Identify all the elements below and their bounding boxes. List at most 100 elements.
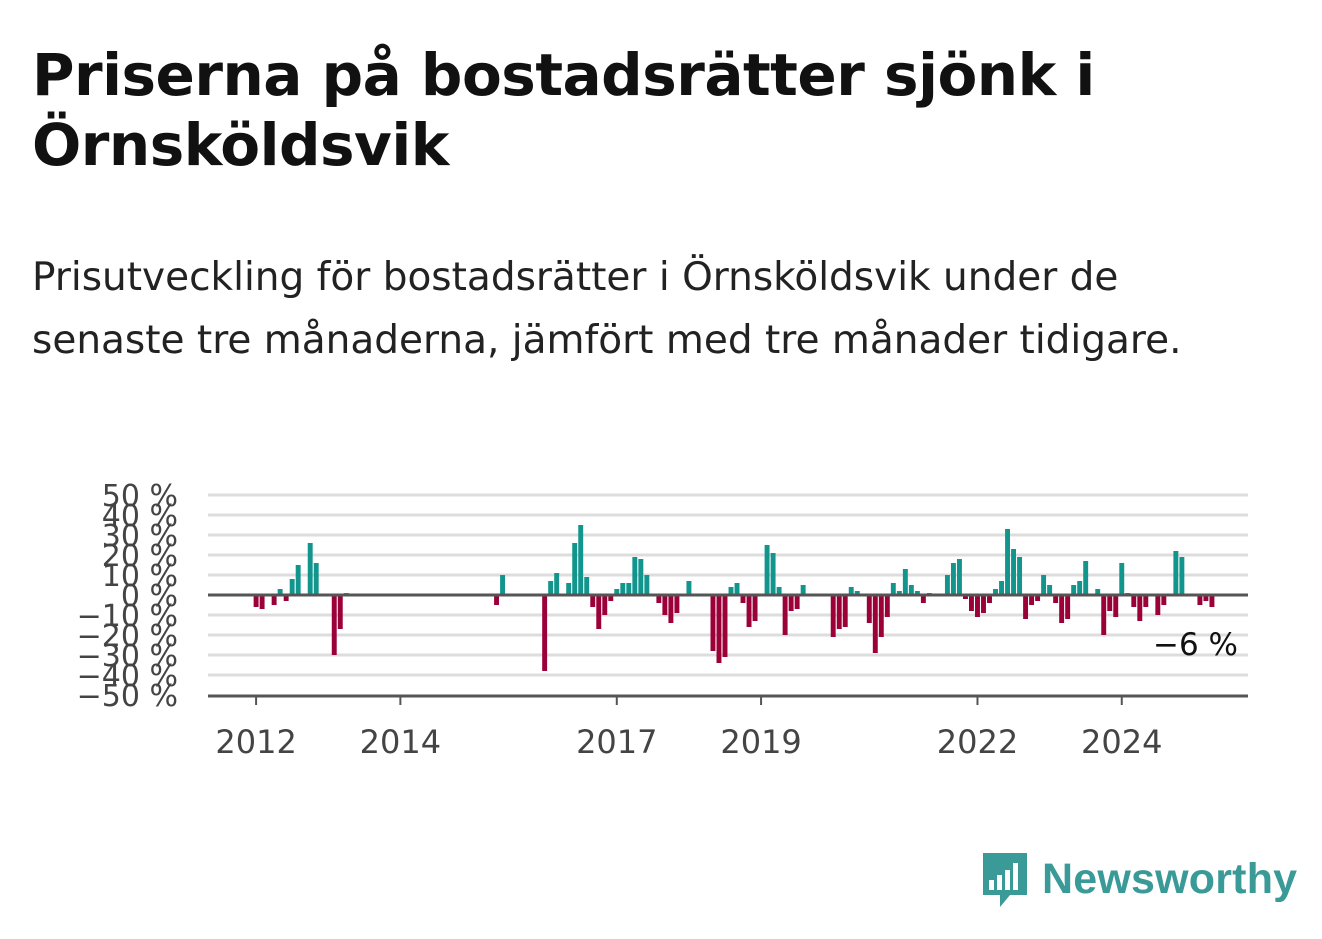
bar <box>788 595 794 611</box>
bar <box>1059 595 1065 623</box>
bar <box>896 591 902 595</box>
x-tick-label: 2014 <box>360 723 441 761</box>
brand-name: Newsworthy <box>1042 854 1298 903</box>
bar <box>776 587 782 595</box>
bar <box>494 595 500 605</box>
bar <box>962 595 968 599</box>
bar <box>1035 595 1041 601</box>
y-tick-label: −30 % <box>77 639 178 674</box>
bar <box>890 583 896 595</box>
bar <box>289 579 295 595</box>
bar <box>1143 595 1149 607</box>
bar <box>740 595 746 603</box>
y-axis: −50 %−40 %−30 %−20 %−10 %0 %10 %20 %30 %… <box>77 479 178 714</box>
bar <box>981 595 986 613</box>
bar <box>1179 557 1185 595</box>
x-tick-label: 2019 <box>720 723 801 761</box>
bar <box>253 595 259 607</box>
bars <box>208 525 1248 671</box>
bar <box>632 557 638 595</box>
bar <box>686 581 692 595</box>
bar <box>734 583 740 595</box>
bar <box>800 585 806 595</box>
bar <box>752 595 758 621</box>
bar <box>1005 529 1010 595</box>
bar <box>337 595 343 629</box>
bar <box>674 595 680 613</box>
bar <box>1023 595 1029 619</box>
bar <box>668 595 674 623</box>
bar <box>794 595 800 609</box>
bar <box>848 587 854 595</box>
bar <box>1101 595 1107 635</box>
bar <box>1131 595 1137 607</box>
y-tick-label: 50 % <box>102 479 178 514</box>
bar <box>644 575 650 595</box>
bar <box>602 595 608 615</box>
bar <box>975 595 980 617</box>
bar <box>1119 563 1125 595</box>
y-tick-label: 0 % <box>121 579 178 614</box>
bar <box>1137 595 1143 621</box>
bar <box>993 589 998 595</box>
bar <box>884 595 890 617</box>
bar <box>716 595 722 663</box>
bar <box>782 595 788 635</box>
bar <box>313 563 319 595</box>
y-tick-label: −40 % <box>77 659 178 694</box>
bar <box>999 581 1004 595</box>
bar <box>987 595 992 603</box>
bar <box>914 591 920 595</box>
x-tick-label: 2012 <box>215 723 296 761</box>
x-tick-label: 2022 <box>937 723 1018 761</box>
bar <box>608 595 614 601</box>
bar <box>620 583 626 595</box>
bar <box>770 553 776 595</box>
bar <box>944 575 950 595</box>
bar <box>656 595 662 603</box>
bar <box>872 595 878 653</box>
bar <box>1203 595 1209 601</box>
chart-subtitle: Prisutveckling för bostadsrätter i Örnsk… <box>32 255 1182 363</box>
y-tick-label: 10 % <box>102 559 178 594</box>
bar <box>1209 595 1215 607</box>
bar <box>1173 551 1179 595</box>
y-tick-label: 40 % <box>102 499 178 534</box>
bar <box>271 595 277 605</box>
y-tick-label: 30 % <box>102 519 178 554</box>
y-tick-label: −20 % <box>77 619 178 654</box>
bar <box>548 581 554 595</box>
bar <box>950 563 956 595</box>
bar-chart-speech-bubble-icon <box>983 853 1027 907</box>
y-tick-label: −50 % <box>77 679 178 714</box>
x-tick-label: 2024 <box>1081 723 1162 761</box>
bar <box>662 595 668 615</box>
bar <box>277 589 283 595</box>
bar <box>542 595 548 671</box>
bar <box>554 573 560 595</box>
gridlines <box>208 493 1248 677</box>
bar <box>578 525 584 595</box>
x-axis: 2012 2014 2017 2019 2022 2024 <box>208 694 1248 761</box>
bar <box>956 559 962 595</box>
y-tick-label: −10 % <box>77 599 178 634</box>
newsworthy-logo: Newsworthy <box>980 848 1297 910</box>
bar <box>1083 561 1089 595</box>
bar <box>1029 595 1035 605</box>
bar <box>764 545 770 595</box>
bar <box>1077 581 1083 595</box>
bar <box>842 595 848 627</box>
bar <box>969 595 974 611</box>
bar <box>1107 595 1113 611</box>
bar <box>1065 595 1071 619</box>
bar <box>1197 595 1203 605</box>
bar <box>590 595 596 607</box>
bar <box>830 595 836 637</box>
bar <box>1113 595 1119 617</box>
bar <box>500 575 506 595</box>
bar <box>722 595 728 657</box>
bar <box>1071 585 1077 595</box>
bar <box>331 595 337 655</box>
bar <box>920 595 926 603</box>
y-tick-label: 20 % <box>102 539 178 574</box>
